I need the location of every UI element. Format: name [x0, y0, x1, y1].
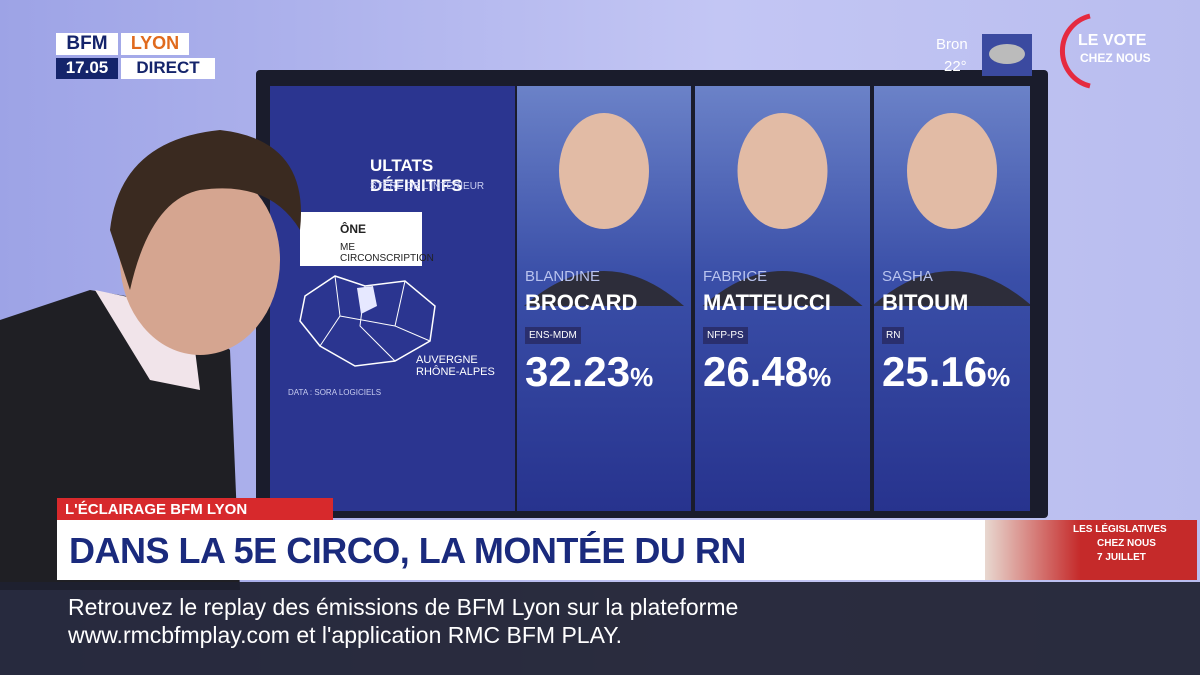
candidate-card: FABRICE MATTEUCCI NFP-PS 26.48% — [695, 86, 870, 511]
weather-place: Bron — [936, 36, 968, 53]
city: LYON — [121, 33, 189, 55]
candidate-card: BLANDINE BROCARD ENS-MDM 32.23% — [517, 86, 691, 511]
last-name: BITOUM — [882, 290, 969, 315]
last-name: MATTEUCCI — [703, 290, 831, 315]
info-panel: ULTATS DÉFINITIFS STÈRE DE L'INTÉRIEUR Ô… — [270, 86, 515, 511]
promo-line1: LES LÉGISLATIVES — [1073, 524, 1167, 535]
ticker: Retrouvez le replay des émissions de BFM… — [0, 582, 1200, 675]
first-name: FABRICE — [703, 268, 768, 285]
score-value: 25.16 — [882, 348, 988, 395]
ticker-line2: www.rmcbfmplay.com et l'application RMC … — [68, 622, 622, 648]
banner-headline: DANS LA 5E CIRCO, LA MONTÉE DU RN — [57, 520, 985, 580]
candidate-photo — [874, 113, 1030, 306]
screen-source: STÈRE DE L'INTÉRIEUR — [370, 181, 485, 192]
banner-tag: L'ÉCLAIRAGE BFM LYON — [57, 498, 333, 520]
score-unit: % — [808, 362, 832, 392]
vote-line2: CHEZ NOUS — [1080, 51, 1151, 65]
ticker-line1: Retrouvez le replay des émissions de BFM… — [68, 594, 739, 620]
candidate-photo — [702, 113, 863, 306]
first-name: SASHA — [882, 268, 933, 285]
vote-ring — [1059, 13, 1091, 89]
department: ÔNE — [340, 222, 367, 236]
party: ENS-MDM — [525, 327, 581, 344]
promo-line2: CHEZ NOUS — [1097, 538, 1156, 549]
first-name: BLANDINE — [525, 268, 601, 285]
candidate-photo — [524, 113, 684, 306]
promo-line3: 7 JUILLET — [1097, 552, 1146, 563]
score-unit: % — [987, 362, 1011, 392]
screen-title: ULTATS DÉFINITIFS — [370, 156, 463, 195]
score: 32.23% — [525, 348, 653, 396]
live: DIRECT — [121, 58, 215, 79]
district: ME CIRCONSCRIPTION — [340, 242, 434, 264]
score: 25.16% — [882, 348, 1010, 396]
score: 26.48% — [703, 348, 831, 396]
brand: BFM — [56, 33, 118, 55]
score-value: 32.23 — [525, 348, 631, 395]
district-box: ÔNE ME CIRCONSCRIPTION — [300, 212, 434, 266]
time: 17.05 — [56, 58, 118, 79]
region-map — [299, 275, 436, 367]
region: AUVERGNE RHÔNE-ALPES — [416, 354, 495, 378]
party: RN — [882, 327, 905, 344]
candidate-card: SASHA BITOUM RN 25.16% — [874, 86, 1030, 511]
weather-temp: 22° — [944, 58, 967, 75]
score-unit: % — [630, 362, 654, 392]
party: NFP-PS — [703, 327, 748, 344]
promo: LES LÉGISLATIVES CHEZ NOUS 7 JUILLET — [985, 520, 1197, 580]
data-credit: DATA : SORA LOGICIELS — [288, 388, 382, 397]
last-name: BROCARD — [525, 290, 638, 315]
score-value: 26.48 — [703, 348, 809, 395]
vote-line1: LE VOTE — [1078, 32, 1147, 49]
weather-icon — [982, 34, 1032, 76]
